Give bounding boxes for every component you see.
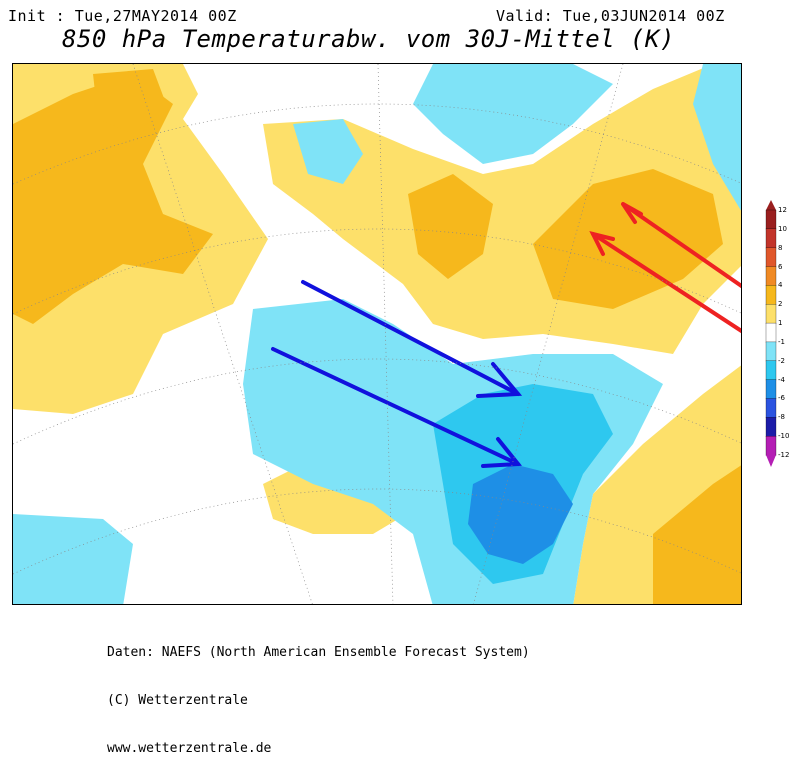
scale-segment: [765, 304, 777, 324]
red-arrow-upper: [621, 202, 741, 289]
scale-label: -12: [778, 451, 790, 459]
scale-label: -2: [778, 356, 785, 365]
cold-region-west-africa: [13, 514, 133, 604]
red-arrow-lower: [589, 231, 741, 334]
scale-segment: [765, 417, 777, 437]
scale-segment: [765, 398, 777, 418]
warm-core-north-america: [13, 74, 213, 324]
graticule: [13, 64, 741, 604]
color-scale-bar: [765, 200, 777, 467]
scale-segment: [765, 360, 777, 381]
scale-label: 12: [778, 206, 787, 214]
cold-region-arctic: [413, 64, 613, 164]
valid-time: Valid: Tue,03JUN2014 00Z: [496, 7, 725, 25]
scale-label: 6: [778, 262, 783, 271]
map-title: 850 hPa Temperaturabw. vom 30J-Mittel (K…: [62, 25, 675, 53]
scale-label: 2: [778, 300, 783, 309]
warm-core-scandinavia: [408, 174, 493, 279]
scale-segment: [765, 322, 777, 343]
scale-segment: [765, 379, 777, 400]
blue-arrow-upper: [301, 280, 523, 398]
credits-website: www.wetterzentrale.de: [107, 741, 272, 756]
scale-label: -8: [778, 413, 785, 422]
init-time: Init : Tue,27MAY2014 00Z: [8, 7, 237, 25]
scale-label: -1: [778, 337, 785, 346]
scale-segment: [765, 285, 777, 305]
scale-segment: [765, 247, 777, 268]
scale-segment: [765, 341, 777, 362]
warm-core-labrador: [93, 69, 168, 134]
color-scale: 12 10 8 6 4 2 1 -1 -2 -4 -6 -8 -10 -12: [764, 200, 794, 470]
scale-segment: [765, 436, 777, 456]
scale-label: -4: [778, 375, 785, 384]
credits-source: Daten: NAEFS (North American Ensemble Fo…: [107, 645, 530, 660]
scale-label: -6: [778, 394, 785, 403]
scale-segment: [765, 209, 777, 230]
credits-copyright: (C) Wetterzentrale: [107, 693, 248, 708]
blue-arrow-lower: [271, 347, 522, 468]
warm-core-russia: [533, 169, 723, 309]
cold-region-east-arctic: [693, 64, 741, 211]
credits: Daten: NAEFS (North American Ensemble Fo…: [107, 613, 530, 773]
scale-tip-bottom: [766, 455, 776, 467]
scale-segment: [765, 266, 777, 287]
scale-label: 1: [778, 319, 783, 328]
scale-label: 10: [778, 224, 787, 233]
scale-tip-top: [766, 200, 776, 210]
cold-region-greenland: [293, 119, 363, 184]
cold-core-north-africa: [468, 464, 573, 564]
scale-label: 4: [778, 281, 783, 290]
warm-core-east: [653, 465, 741, 604]
scale-segment: [765, 228, 777, 249]
scale-label: 8: [778, 243, 783, 252]
scale-label: -10: [778, 432, 790, 441]
anomaly-map: [12, 63, 742, 605]
